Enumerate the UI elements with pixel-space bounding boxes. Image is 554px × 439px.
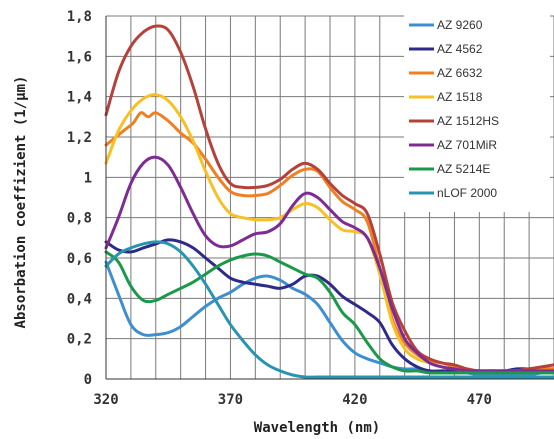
series-line-az-5214e: [104, 250, 554, 375]
y-axis-title: Absorbation coeffizient (1/µm): [13, 76, 29, 329]
x-tick-label: 420: [342, 392, 367, 408]
y-tick-label: 1,2: [67, 130, 92, 146]
y-tick-label: 1,6: [67, 49, 92, 65]
x-tick-label: 320: [93, 392, 118, 408]
legend: AZ 9260 AZ 4562 AZ 6632 AZ 1518 AZ 1512HS AZ …: [409, 18, 499, 200]
x-tick-label: 470: [467, 392, 492, 408]
legend-label-az-701mir: AZ 701MiR: [437, 138, 497, 152]
y-tick-label: 0,8: [67, 211, 92, 227]
series-line-nlof-2000: [104, 240, 554, 379]
y-tick-label: 0,6: [67, 251, 92, 267]
legend-label-az-5214e: AZ 5214E: [437, 162, 490, 176]
axes: 0 0,2 0,4 0,6 0,8 1 1,2 1,4 1,6 1,8 320 370 420 470: [67, 9, 554, 408]
y-tick-label: 1,8: [67, 9, 92, 25]
y-tick-label: 0,2: [67, 332, 92, 348]
legend-label-az-9260: AZ 9260: [437, 18, 483, 32]
x-axis-title: Wavelength (nm): [254, 420, 380, 436]
legend-label-az-1518: AZ 1518: [437, 90, 483, 104]
y-tick-label: 1,4: [67, 90, 92, 106]
y-tick-label: 0: [84, 372, 92, 388]
series-line-az-701mir: [104, 155, 554, 373]
series-line-az-9260: [104, 260, 554, 377]
legend-label-az-6632: AZ 6632: [437, 66, 483, 80]
legend-label-az-4562: AZ 4562: [437, 42, 483, 56]
legend-label-nlof-2000: nLOF 2000: [437, 186, 497, 200]
legend-background: [404, 12, 550, 212]
y-tick-label: 1: [84, 170, 92, 186]
x-tick-label: 370: [218, 392, 243, 408]
y-tick-label: 0,4: [67, 291, 92, 307]
series-lines: [104, 24, 554, 379]
legend-label-az-1512hs: AZ 1512HS: [437, 114, 499, 128]
